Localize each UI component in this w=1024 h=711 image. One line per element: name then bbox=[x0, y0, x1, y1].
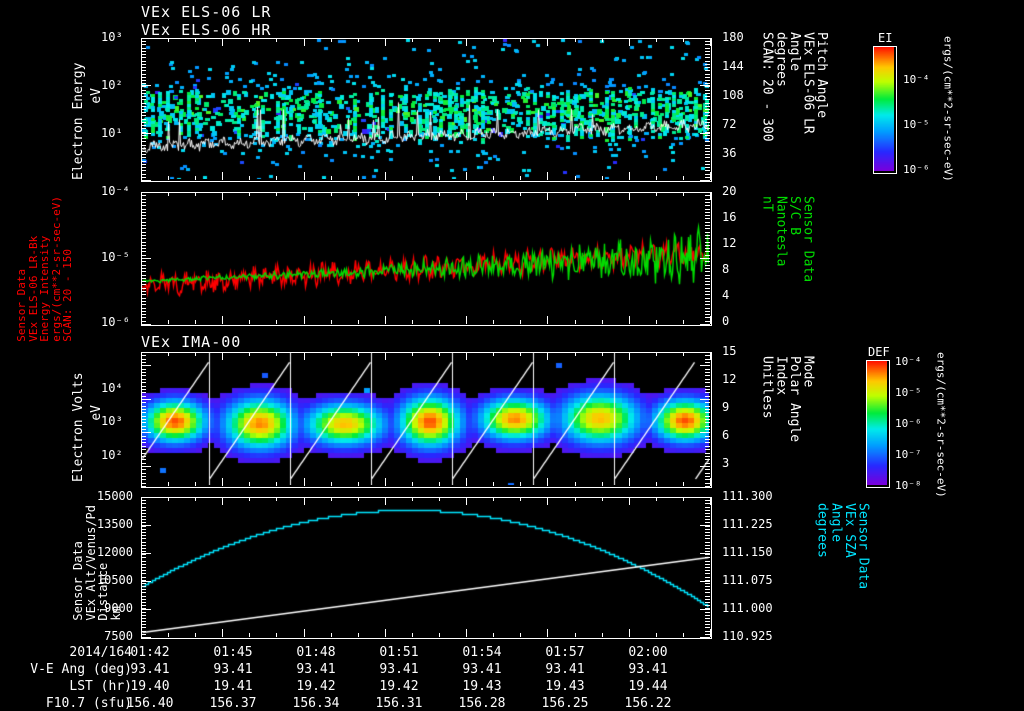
panel3-right-tick-6: 6 bbox=[722, 428, 730, 442]
panel1-right-tick-36: 36 bbox=[722, 146, 737, 160]
colorbar-bottom-tick-3: 10⁻⁶ bbox=[895, 417, 922, 430]
colorbar-bottom-units: ergs/(cm**2-sr-sec-eV) bbox=[934, 352, 948, 498]
panel1-right-axis-label: Pitch Angle VEx ELS-06 LR Angle degrees … bbox=[759, 32, 830, 142]
colorbar-bottom-tick-2: 10⁻⁵ bbox=[895, 386, 922, 399]
footer-cell: 01:54 bbox=[462, 645, 502, 660]
footer-cell: 156.25 bbox=[541, 696, 589, 711]
footer-cell: 19.42 bbox=[296, 679, 336, 694]
footer-cell: 156.22 bbox=[624, 696, 672, 711]
panel4-ytick-7500: 7500 bbox=[104, 629, 133, 643]
panel2-ytick-1e-4: 10⁻⁴ bbox=[101, 184, 130, 198]
colorbar-top-tick-1: 10⁻⁴ bbox=[903, 73, 930, 86]
panel2-ytick-1e-5: 10⁻⁵ bbox=[101, 250, 130, 264]
panel1-title-lr: VEx ELS-06 LR bbox=[141, 3, 272, 21]
panel2-plot-area bbox=[141, 192, 712, 326]
footer-cell: 19.43 bbox=[462, 679, 502, 694]
colorbar-bottom-tick-1: 10⁻⁴ bbox=[895, 355, 922, 368]
footer-cell: 19.43 bbox=[545, 679, 585, 694]
panel1-right-tick-144: 144 bbox=[722, 59, 744, 73]
panel4-right-tick-3: 111.075 bbox=[722, 573, 773, 587]
panel4-right-tick-0: 111.300 bbox=[722, 489, 773, 503]
panel1-ytick-100: 10² bbox=[101, 78, 123, 92]
panel3-right-tick-3: 3 bbox=[722, 456, 730, 470]
panel1-right-tick-72: 72 bbox=[722, 117, 737, 131]
panel4-plot-area bbox=[141, 497, 712, 639]
panel4-right-tick-2: 111.150 bbox=[722, 545, 773, 559]
footer-cell: 156.37 bbox=[209, 696, 257, 711]
footer-cell: 01:51 bbox=[379, 645, 419, 660]
panel2-ytick-1e-6: 10⁻⁶ bbox=[101, 315, 130, 329]
panel1-title-hr: VEx ELS-06 HR bbox=[141, 21, 272, 39]
footer-cell: 156.28 bbox=[458, 696, 506, 711]
colorbar-top-tick-3: 10⁻⁶ bbox=[903, 163, 930, 176]
footer-table: 2014/164 V-E Ang (deg) LST (hr) F10.7 (sfu)… bbox=[0, 645, 760, 711]
panel2-right-tick-16: 16 bbox=[722, 210, 737, 224]
footer-row-label: 2014/164 bbox=[69, 645, 132, 660]
footer-cell: 156.34 bbox=[292, 696, 340, 711]
footer-cell: 93.41 bbox=[545, 662, 585, 677]
footer-row-label: LST (hr) bbox=[69, 679, 132, 694]
footer-cell: 01:42 bbox=[130, 645, 170, 660]
panel3-right-tick-15: 15 bbox=[722, 344, 737, 358]
panel2-right-tick-0: 0 bbox=[722, 314, 730, 328]
panel4-ytick-12000: 12000 bbox=[96, 545, 133, 559]
footer-row-label: V-E Ang (deg) bbox=[30, 662, 132, 677]
colorbar-top-units: ergs/(cm**2-sr-sec-eV) bbox=[941, 36, 955, 182]
footer-cell: 93.41 bbox=[130, 662, 170, 677]
panel2-left-axis-label: Sensor Data VEx ELS-06 LR-Bk Energy Inte… bbox=[15, 196, 75, 342]
footer-cell: 02:00 bbox=[628, 645, 668, 660]
panel4-right-axis-label: Sensor Data VEx SZA Angle degrees bbox=[814, 503, 871, 590]
colorbar-top-tick-2: 10⁻⁵ bbox=[903, 118, 930, 131]
panel4-ytick-9000: 9000 bbox=[104, 601, 133, 615]
colorbar-top-label: EI bbox=[878, 31, 893, 45]
panel2-right-tick-12: 12 bbox=[722, 236, 737, 250]
panel3-right-tick-9: 9 bbox=[722, 400, 730, 414]
panel3-right-tick-12: 12 bbox=[722, 372, 737, 386]
panel3-ytick-1e3: 10³ bbox=[101, 414, 123, 428]
panel3-ytick-1e2: 10² bbox=[101, 448, 123, 462]
panel2-right-axis-label: Sensor Data S/C B Nanotesla nT bbox=[759, 196, 816, 283]
footer-cell: 19.40 bbox=[130, 679, 170, 694]
footer-cell: 19.42 bbox=[379, 679, 419, 694]
panel3-left-axis-label: Electron Volts bbox=[71, 372, 86, 482]
footer-cell: 156.31 bbox=[375, 696, 423, 711]
footer-cell: 01:48 bbox=[296, 645, 336, 660]
panel1-ytick-10: 10¹ bbox=[101, 126, 123, 140]
panel4-ytick-13500: 13500 bbox=[96, 517, 133, 531]
colorbar-top bbox=[873, 46, 897, 174]
colorbar-bottom-tick-4: 10⁻⁷ bbox=[895, 448, 922, 461]
footer-cell: 156.40 bbox=[126, 696, 174, 711]
footer-cell: 93.41 bbox=[628, 662, 668, 677]
panel2-right-tick-8: 8 bbox=[722, 262, 730, 276]
panel2-right-tick-4: 4 bbox=[722, 288, 730, 302]
footer-cell: 93.41 bbox=[379, 662, 419, 677]
panel4-right-tick-1: 111.225 bbox=[722, 517, 773, 531]
footer-cell: 01:57 bbox=[545, 645, 585, 660]
panel1-plot-area bbox=[141, 38, 712, 182]
colorbar-bottom bbox=[866, 360, 890, 488]
footer-row-label: F10.7 (sfu) bbox=[45, 696, 132, 711]
colorbar-bottom-tick-5: 10⁻⁸ bbox=[895, 479, 922, 492]
panel3-title: VEx IMA-00 bbox=[141, 333, 242, 351]
panel2-right-tick-20: 20 bbox=[722, 184, 737, 198]
panel4-right-tick-4: 111.000 bbox=[722, 601, 773, 615]
colorbar-bottom-label: DEF bbox=[868, 345, 890, 359]
panel1-ytick-1000: 10³ bbox=[101, 30, 123, 44]
panel1-right-tick-180: 180 bbox=[722, 30, 744, 44]
footer-cell: 01:45 bbox=[213, 645, 253, 660]
panel3-ytick-1e4: 10⁴ bbox=[101, 381, 123, 395]
panel4-ytick-15000: 15000 bbox=[96, 489, 133, 503]
panel3-plot-area bbox=[141, 352, 712, 488]
footer-cell: 93.41 bbox=[296, 662, 336, 677]
panel3-right-axis-label: Mode Polar Angle Index Unitless bbox=[759, 356, 816, 443]
footer-cell: 19.41 bbox=[213, 679, 253, 694]
footer-cell: 93.41 bbox=[213, 662, 253, 677]
panel1-left-axis-label: Electron Energy bbox=[71, 62, 86, 180]
panel4-right-tick-5: 110.925 bbox=[722, 629, 773, 643]
footer-cell: 93.41 bbox=[462, 662, 502, 677]
footer-cell: 19.44 bbox=[628, 679, 668, 694]
panel4-ytick-10500: 10500 bbox=[96, 573, 133, 587]
panel1-right-tick-108: 108 bbox=[722, 88, 744, 102]
